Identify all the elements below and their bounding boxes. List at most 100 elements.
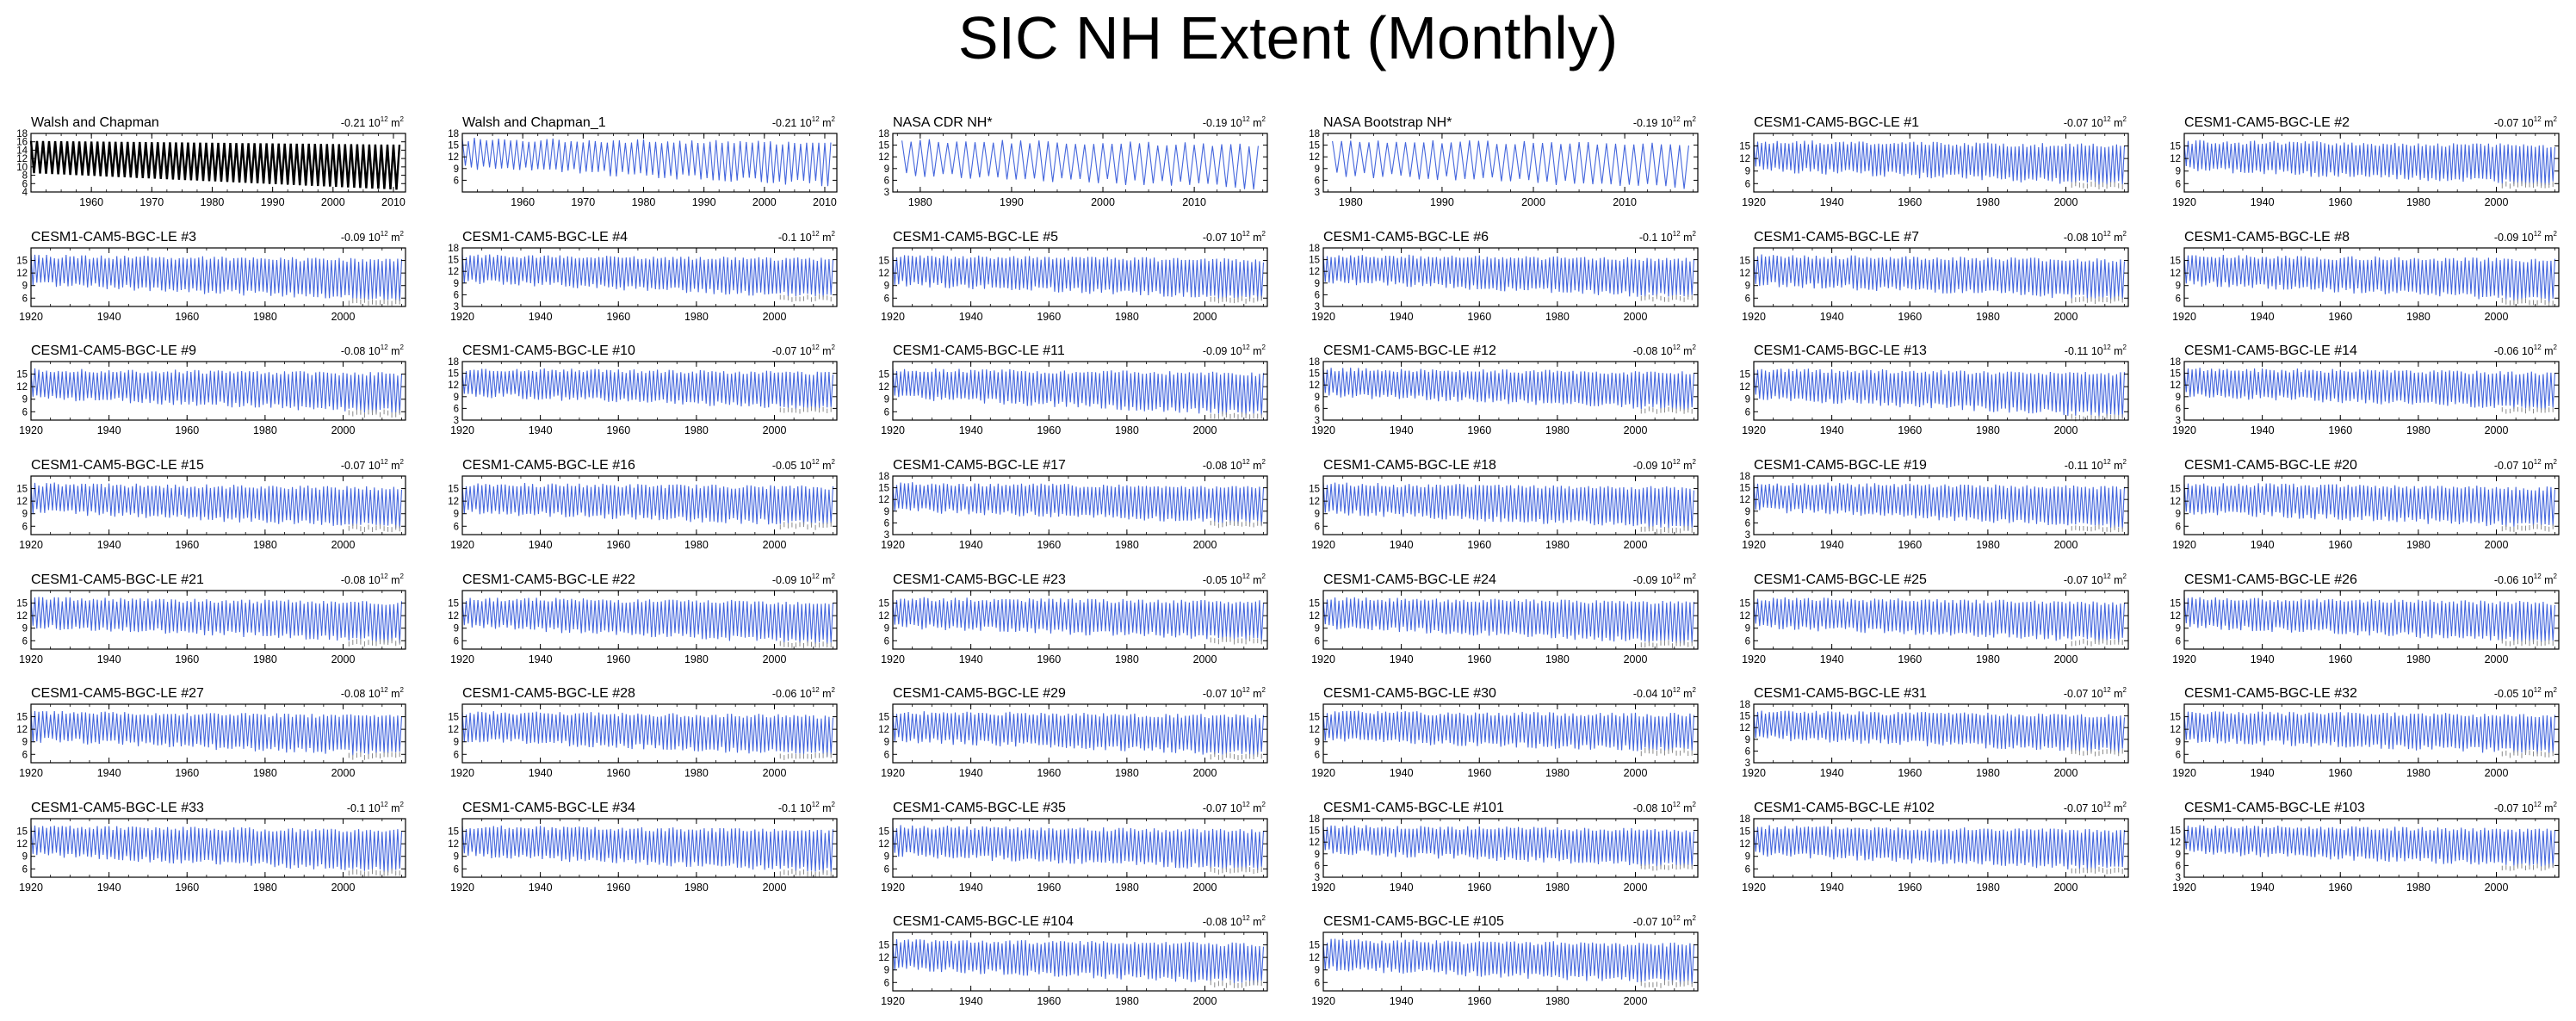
x-tick-label: 1970 [139,196,164,208]
y-tick-label: 6 [884,750,889,760]
trend-label: -0.11 1012 m2 [2065,343,2127,357]
axes-frame [1322,818,1699,878]
axes-frame [461,703,838,764]
x-tick-label: 1960 [175,882,199,894]
trend-label: -0.19 1012 m2 [1633,115,1697,129]
x-tick-label: 1940 [2251,539,2275,551]
x-tick-label: 2000 [1193,424,1217,436]
y-tick-label: 6 [454,864,459,875]
axes-frame [461,133,838,193]
chart-panel: CESM1-CAM5-BGC-LE #102 -0.07 1012 m2 1920 1… [1739,801,2129,894]
y-tick-label: 12 [2170,611,2181,622]
x-tick-label: 2000 [1624,995,1648,1007]
y-tick-label: 16 [16,138,28,148]
x-tick-label: 1980 [1976,882,2000,894]
y-tick-label: 9 [454,738,459,748]
x-tick-label: 2000 [763,767,787,779]
axes-frame [1753,703,2129,764]
min-envelope [1210,752,1262,760]
y-tick-label: 6 [454,750,459,760]
x-tick-label: 2000 [2485,539,2509,551]
y-tick-label: 15 [448,256,459,266]
y-tick-label: 12 [16,611,28,622]
x-tick-label: 1960 [2328,424,2352,436]
x-tick-label: 2010 [1613,196,1637,208]
min-envelope [1640,406,1693,414]
x-tick-label: 1980 [1545,995,1570,1007]
min-envelope [2071,638,2123,647]
x-tick-label: 2000 [331,767,356,779]
x-tick-label: 1960 [1037,995,1061,1007]
y-tick-label: 18 [1309,244,1320,254]
x-tick-label: 1980 [201,196,225,208]
y-tick-label: 9 [22,282,28,292]
series-line [1753,482,2126,529]
min-envelope [348,409,400,418]
series-line [1753,597,2126,643]
min-envelope [348,523,400,533]
y-tick-label: 9 [884,282,889,292]
y-tick-label: 9 [1315,164,1320,175]
axes-frame [30,361,406,421]
axes-frame [1753,818,2129,878]
x-tick-label: 1940 [1820,311,1844,323]
x-tick-label: 1920 [881,539,905,551]
panel-title: CESM1-CAM5-BGC-LE #14 [2184,343,2357,358]
x-tick-label: 1960 [2328,196,2352,208]
series-line [892,711,1265,757]
axes-frame [461,247,838,307]
x-tick-label: 1990 [692,196,716,208]
panel-title: NASA CDR NH* [893,115,993,130]
axes-frame [1322,475,1699,535]
trend-label: -0.07 1012 m2 [341,458,405,472]
x-tick-label: 1980 [684,311,709,323]
x-tick-label: 2000 [2054,311,2078,323]
y-tick-label: 6 [1745,746,1750,757]
y-tick-label: 9 [2176,167,2181,177]
series-line [2183,711,2556,755]
y-tick-label: 18 [448,129,459,139]
x-tick-label: 1980 [1545,767,1570,779]
x-tick-label: 2000 [763,539,787,551]
y-tick-label: 12 [16,154,28,164]
y-tick-label: 12 [2170,725,2181,735]
trend-label: -0.08 1012 m2 [1203,458,1266,472]
y-tick-label: 15 [448,485,459,495]
series-line [1753,140,2126,186]
x-tick-label: 1980 [1115,882,1139,894]
series-line [461,368,834,411]
y-tick-label: 15 [1739,484,1750,494]
y-tick-label: 3 [1315,416,1320,426]
y-tick-label: 12 [1309,725,1320,735]
axes-frame [2183,133,2560,193]
y-tick-label: 12 [448,381,459,391]
x-tick-label: 2000 [2485,882,2509,894]
y-tick-label: 15 [878,941,889,951]
x-tick-label: 1920 [881,653,905,665]
chart-panel: CESM1-CAM5-BGC-LE #8 -0.09 1012 m2 1920 194… [2170,230,2560,323]
series-line [1753,710,2126,754]
trend-label: -0.09 1012 m2 [341,230,405,244]
x-tick-label: 1920 [1311,424,1335,436]
y-tick-label: 15 [448,141,459,152]
x-tick-label: 1960 [1467,995,1491,1007]
chart-panel: CESM1-CAM5-BGC-LE #28 -0.06 1012 m2 1920 19… [448,686,838,779]
x-tick-label: 2000 [331,311,356,323]
panel-title: CESM1-CAM5-BGC-LE #104 [893,914,1074,929]
x-tick-label: 2000 [331,882,356,894]
x-tick-label: 2000 [2485,311,2509,323]
min-envelope [2501,523,2554,532]
x-tick-label: 1980 [1976,311,2000,323]
series-line [30,482,403,529]
x-tick-label: 1960 [2328,653,2352,665]
x-tick-label: 1980 [253,311,277,323]
y-tick-label: 9 [1745,624,1750,634]
y-tick-label: 9 [2176,510,2181,520]
y-tick-label: 6 [22,864,28,875]
y-tick-label: 3 [884,530,889,541]
y-tick-label: 6 [1315,404,1320,414]
chart-panel: CESM1-CAM5-BGC-LE #27 -0.08 1012 m2 1920 19… [16,686,406,779]
y-tick-label: 9 [1745,282,1750,292]
x-tick-label: 1920 [1742,882,1766,894]
chart-panel: CESM1-CAM5-BGC-LE #35 -0.07 1012 m2 1920 19… [878,801,1268,894]
